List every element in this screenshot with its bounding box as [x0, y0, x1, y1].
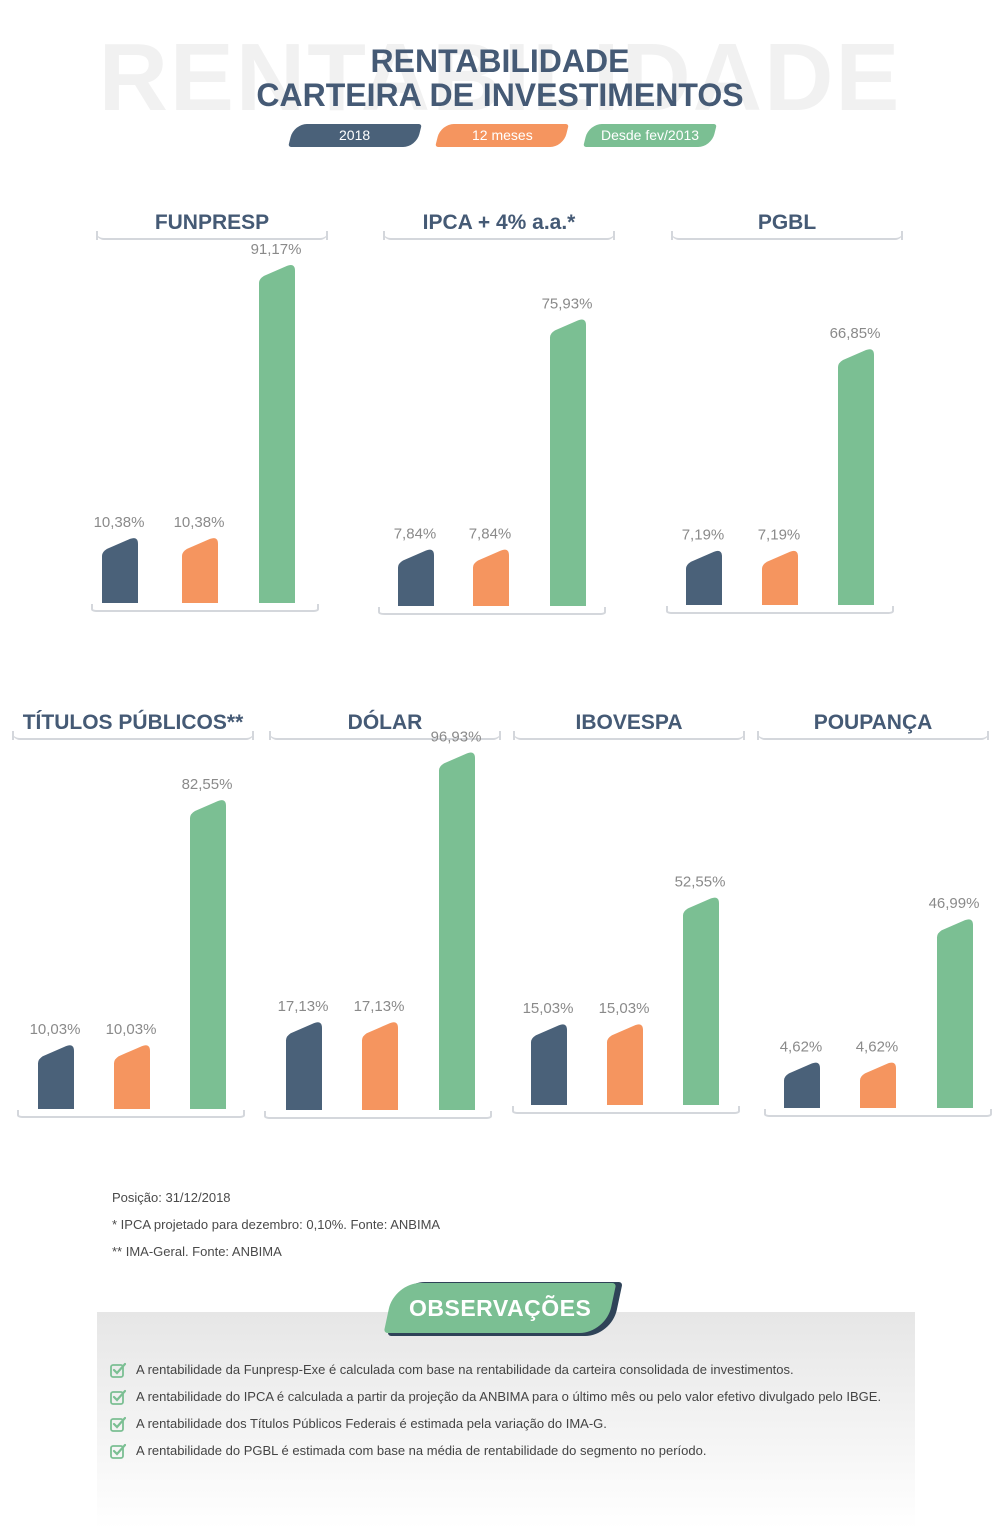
legend-12-meses: 12 meses	[435, 124, 569, 147]
legend-desde-fev-2013: Desde fev/2013	[583, 124, 717, 147]
observacoes-panel	[97, 1312, 915, 1529]
page-title-line1: RENTABILIDADE	[370, 43, 630, 79]
page-title-line2: CARTEIRA DE INVESTIMENTOS	[256, 77, 744, 113]
bar-value-label: 4,62%	[780, 1038, 823, 1055]
chart-title: IPCA + 4% a.a.*	[383, 208, 615, 240]
chart-baseline	[512, 1106, 740, 1114]
chart-title: POUPANÇA	[757, 708, 989, 740]
bar-value-label: 10,38%	[174, 514, 225, 531]
observacao-item: A rentabilidade da Funpresp-Exe é calcul…	[110, 1356, 990, 1383]
bar-value-label: 10,03%	[30, 1021, 81, 1038]
bar-1	[860, 1062, 896, 1108]
bar-0	[102, 538, 138, 603]
legend-2018: 2018	[288, 124, 422, 147]
bar-value-label: 17,13%	[278, 998, 329, 1015]
legend-2018-label: 2018	[339, 127, 371, 143]
chart-baseline	[666, 606, 894, 614]
bar-1	[362, 1022, 398, 1110]
checkbox-checked-icon	[110, 1362, 126, 1378]
bar-value-label: 10,03%	[106, 1021, 157, 1038]
chart-baseline	[91, 604, 319, 612]
bar-value-label: 7,84%	[469, 526, 512, 543]
bar-2	[683, 897, 719, 1105]
bar-1	[114, 1045, 150, 1109]
observacoes-badge: OBSERVAÇÕES	[383, 1283, 617, 1333]
bar-1	[473, 549, 509, 606]
bar-value-label: 15,03%	[599, 1000, 650, 1017]
chart-title: PGBL	[671, 208, 903, 240]
bar-2	[937, 919, 973, 1108]
observacao-text: A rentabilidade do PGBL é estimada com b…	[136, 1443, 707, 1458]
footnotes: Posição: 31/12/2018 * IPCA projetado par…	[112, 1184, 440, 1265]
bar-value-label: 75,93%	[542, 295, 593, 312]
bar-2	[838, 349, 874, 605]
observacao-item: A rentabilidade do PGBL é estimada com b…	[110, 1437, 990, 1464]
bar-value-label: 7,84%	[394, 526, 437, 543]
bar-2	[439, 752, 475, 1110]
observacoes-title: OBSERVAÇÕES	[408, 1295, 592, 1321]
bar-1	[607, 1024, 643, 1105]
note-ipca: * IPCA projetado para dezembro: 0,10%. F…	[112, 1217, 441, 1232]
bar-0	[398, 549, 434, 606]
bar-value-label: 7,19%	[758, 527, 801, 544]
bar-value-label: 52,55%	[675, 873, 726, 890]
checkbox-checked-icon	[110, 1389, 126, 1405]
chart-title: TÍTULOS PÚBLICOS**	[12, 708, 254, 740]
chart-title: FUNPRESP	[96, 208, 328, 240]
chart-baseline	[264, 1111, 492, 1119]
bar-value-label: 4,62%	[856, 1038, 899, 1055]
checkbox-checked-icon	[110, 1443, 126, 1459]
chart-baseline	[17, 1110, 245, 1118]
bar-value-label: 7,19%	[682, 527, 725, 544]
chart-title: IBOVESPA	[513, 708, 745, 740]
bar-0	[686, 550, 722, 605]
chart-baseline	[378, 607, 606, 615]
observacao-text: A rentabilidade do IPCA é calculada a pa…	[136, 1389, 882, 1404]
observacao-text: A rentabilidade da Funpresp-Exe é calcul…	[136, 1362, 794, 1377]
bar-value-label: 17,13%	[354, 998, 405, 1015]
bar-0	[286, 1022, 322, 1110]
bar-value-label: 46,99%	[929, 895, 980, 912]
observacao-item: A rentabilidade do IPCA é calculada a pa…	[110, 1383, 990, 1410]
bar-value-label: 91,17%	[251, 241, 302, 258]
bar-value-label: 10,38%	[94, 514, 145, 531]
bar-2	[550, 319, 586, 606]
checkbox-checked-icon	[110, 1416, 126, 1432]
bar-2	[259, 265, 295, 603]
note-ima: ** IMA-Geral. Fonte: ANBIMA	[112, 1244, 282, 1259]
bar-0	[38, 1045, 74, 1109]
bar-2	[190, 800, 226, 1109]
observacao-item: A rentabilidade dos Títulos Públicos Fed…	[110, 1410, 990, 1437]
bar-value-label: 15,03%	[523, 1000, 574, 1017]
watermark-text: RENTABILIDADE	[98, 24, 902, 131]
bar-0	[784, 1062, 820, 1108]
bar-0	[531, 1024, 567, 1105]
legend-12-meses-label: 12 meses	[471, 127, 533, 143]
bar-1	[762, 550, 798, 605]
note-posicao: Posição: 31/12/2018	[112, 1190, 231, 1205]
bar-1	[182, 538, 218, 603]
chart-title: DÓLAR	[269, 708, 501, 740]
chart-baseline	[764, 1109, 992, 1117]
legend-desde-fev-2013-label: Desde fev/2013	[600, 127, 700, 143]
bar-value-label: 66,85%	[830, 325, 881, 342]
observacao-text: A rentabilidade dos Títulos Públicos Fed…	[136, 1416, 607, 1431]
observacoes-list: A rentabilidade da Funpresp-Exe é calcul…	[110, 1356, 990, 1464]
page-title: RENTABILIDADE CARTEIRA DE INVESTIMENTOS	[0, 44, 1000, 112]
bar-value-label: 82,55%	[182, 776, 233, 793]
